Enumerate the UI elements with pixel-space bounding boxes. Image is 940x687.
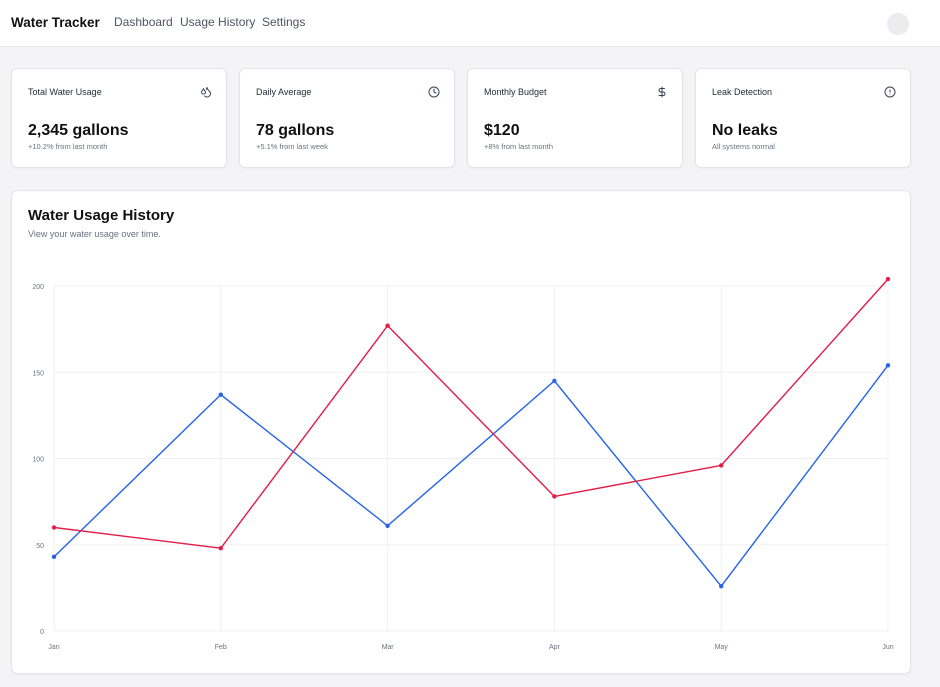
stat-card-monthly-budget: Monthly Budget $120 +8% from last month [467,68,683,168]
stat-status: All systems normal [712,142,775,151]
stat-change: +5.1% from last week [256,142,328,151]
usage-history-card: Water Usage History View your water usag… [11,190,911,674]
alert-circle-icon [884,86,896,98]
nav-settings[interactable]: Settings [262,15,306,29]
chart-title: Water Usage History [28,207,175,224]
nav-dashboard[interactable]: Dashboard [114,15,173,29]
stat-title: Monthly Budget [484,87,547,97]
stat-value: 2,345 gallons [28,122,129,139]
stat-title: Total Water Usage [28,87,102,97]
clock-icon [428,86,440,98]
stat-card-total-usage: Total Water Usage 2,345 gallons +10.2% f… [11,68,227,168]
stat-value: $120 [484,122,520,139]
stat-value: 78 gallons [256,122,335,139]
avatar[interactable] [887,13,909,35]
droplets-icon [201,87,211,98]
stat-card-leak-detection: Leak Detection No leaks All systems norm… [695,68,911,168]
stat-change: +10.2% from last month [28,142,108,151]
stat-card-daily-average: Daily Average 78 gallons +5.1% from last… [239,68,455,168]
dollar-icon [658,86,666,98]
stat-value: No leaks [712,122,778,139]
nav-usage-history[interactable]: Usage History [180,15,256,29]
stat-title: Leak Detection [712,87,773,97]
stat-change: +8% from last month [484,142,553,151]
chart-subtitle: View your water usage over time. [28,229,161,239]
stat-title: Daily Average [256,87,312,97]
top-nav-bar: Water Tracker Dashboard Usage History Se… [0,0,940,47]
brand-title[interactable]: Water Tracker [11,15,100,30]
